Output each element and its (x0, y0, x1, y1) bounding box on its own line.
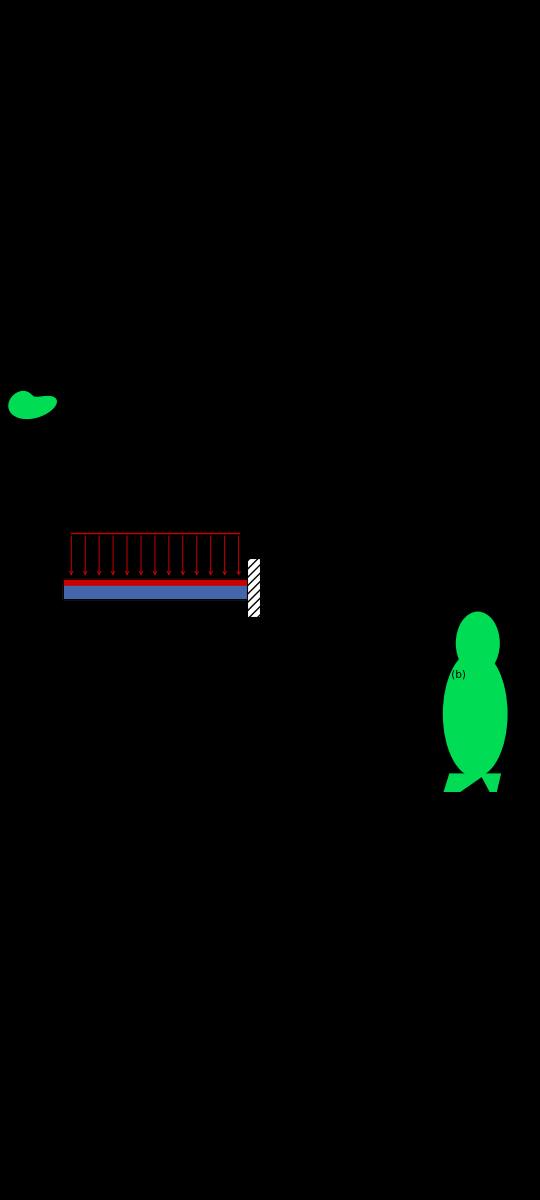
Polygon shape (439, 773, 501, 806)
Text: $R_i$: $R_i$ (484, 566, 496, 581)
Polygon shape (8, 391, 57, 419)
Text: y: y (48, 458, 53, 468)
Text: A cantilever beam of length L = 1 m carries a uniformly distributed load w, as s: A cantilever beam of length L = 1 m carr… (38, 440, 499, 493)
Text: x: x (306, 584, 312, 594)
Text: w: w (151, 514, 159, 524)
Text: A: A (40, 582, 48, 593)
Text: L: L (152, 649, 158, 660)
Text: Figure Q1 (a): Figure Q1 (a) (82, 670, 150, 679)
Text: Figure Q1 (b): Figure Q1 (b) (398, 670, 466, 679)
Text: (b)   Draw the shear force and bending moment diagrams, indicating key values.: (b) Draw the shear force and bending mom… (38, 737, 442, 746)
Text: (c)   Compute second moment of area and elastic section modulus: (c) Compute second moment of area and el… (38, 768, 370, 778)
Ellipse shape (443, 650, 508, 778)
Text: (a)   Determine the reactions.: (a) Determine the reactions. (38, 706, 186, 715)
Text: (e)   Draw the bending stress distribution across the section at fixed end.: (e) Draw the bending stress distribution… (38, 830, 403, 840)
Bar (247, 558, 260, 617)
Text: B: B (246, 622, 253, 631)
Text: t: t (447, 502, 450, 511)
Text: Bending Stress: Bending Stress (62, 410, 163, 424)
Circle shape (456, 612, 500, 674)
Text: (d)   Calculate the maximum permissible uniformly distributed load.: (d) Calculate the maximum permissible un… (38, 799, 377, 809)
Ellipse shape (462, 654, 491, 695)
